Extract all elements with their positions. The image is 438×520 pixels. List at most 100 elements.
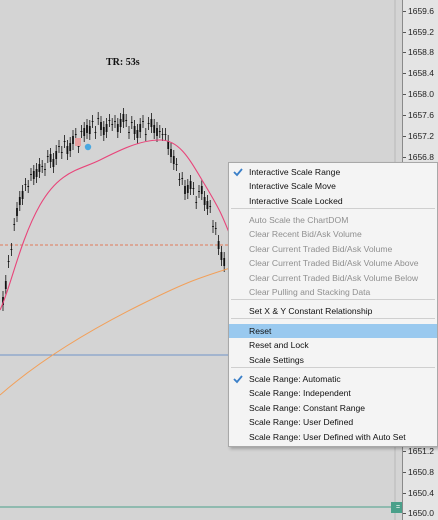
candle-body — [147, 123, 150, 124]
candle-body — [181, 178, 184, 179]
candle-body — [214, 228, 217, 229]
candle-body — [41, 166, 44, 167]
candle-body — [156, 128, 158, 136]
candle-body — [49, 154, 52, 162]
candle-body — [2, 297, 4, 305]
menu-separator — [231, 208, 435, 209]
candle-body — [133, 126, 136, 134]
candle-body — [139, 124, 142, 132]
menu-item-label: Scale Settings — [249, 355, 304, 365]
candle-body — [105, 124, 108, 132]
candle-body — [223, 258, 226, 266]
tick-mark — [403, 493, 406, 494]
menu-item-scale-range-user-defined-with-auto-set[interactable]: Scale Range: User Defined with Auto Set — [229, 430, 437, 444]
candle-body — [38, 164, 41, 172]
candle-body — [77, 146, 80, 147]
tick-label: 1658.4 — [408, 68, 434, 78]
tick-label: 1658.8 — [408, 47, 434, 57]
candle-body — [100, 122, 102, 130]
tick-label: 1650.8 — [408, 467, 434, 477]
candle-body — [178, 179, 181, 180]
candle-body — [189, 181, 192, 189]
candle-body — [44, 169, 46, 170]
menu-item-label: Interactive Scale Move — [249, 181, 336, 191]
candle-body — [170, 149, 172, 157]
menu-item-label: Scale Range: Constant Range — [249, 403, 366, 413]
candle-body — [144, 134, 147, 135]
tick-label: 1659.6 — [408, 6, 434, 16]
menu-item-scale-range-user-defined[interactable]: Scale Range: User Defined — [229, 415, 437, 429]
menu-item-label: Clear Pulling and Stacking Data — [249, 287, 371, 297]
candle-body — [46, 156, 49, 157]
menu-separator — [231, 299, 435, 300]
candle-body — [32, 171, 35, 179]
tick-label: 1659.2 — [408, 27, 434, 37]
candle-body — [86, 125, 88, 133]
menu-item-clear-current-traded-bid-ask-volume: Clear Current Traded Bid/Ask Volume — [229, 242, 437, 256]
candle-body — [206, 201, 209, 209]
candle-body — [114, 121, 116, 122]
menu-item-set-x-y-constant-relationship[interactable]: Set X & Y Constant Relationship — [229, 304, 437, 318]
candle-body — [24, 184, 27, 185]
candle-body — [158, 131, 161, 132]
position-marker — [84, 143, 92, 151]
candle-body — [142, 121, 144, 122]
menu-item-scale-settings[interactable]: Scale Settings — [229, 353, 437, 367]
candle-body — [21, 191, 24, 199]
menu-item-auto-scale-the-chartdom: Auto Scale the ChartDOM — [229, 213, 437, 227]
candle-body — [35, 169, 38, 177]
candle-body — [97, 118, 100, 119]
price-chart[interactable] — [0, 0, 402, 520]
tick-mark — [403, 11, 406, 12]
menu-item-scale-range-independent[interactable]: Scale Range: Independent — [229, 386, 437, 400]
candle-body — [58, 146, 60, 147]
menu-separator — [231, 318, 435, 319]
tick-mark — [403, 32, 406, 33]
candle-body — [116, 124, 119, 132]
tick-label: 1651.2 — [408, 446, 434, 456]
menu-item-label: Scale Range: Independent — [249, 388, 351, 398]
menu-item-interactive-scale-locked[interactable]: Interactive Scale Locked — [229, 194, 437, 208]
tick-mark — [403, 157, 406, 158]
candle-body — [220, 252, 223, 260]
candle-body — [108, 120, 111, 121]
candle-body — [7, 261, 10, 262]
menu-item-reset-and-lock[interactable]: Reset and Lock — [229, 338, 437, 352]
candle-body — [4, 281, 7, 289]
scale-context-menu: Interactive Scale Range Interactive Scale… — [228, 162, 438, 447]
candle-body — [63, 141, 66, 142]
menu-item-label: Reset — [249, 326, 272, 336]
candle-body — [212, 226, 214, 227]
candle-body — [60, 152, 63, 153]
candle-body — [55, 151, 58, 159]
candle-body — [122, 114, 125, 122]
menu-item-reset[interactable]: Reset — [229, 324, 437, 338]
candle-body — [130, 122, 133, 123]
menu-item-interactive-scale-move[interactable]: Interactive Scale Move — [229, 179, 437, 193]
candle-body — [161, 134, 164, 135]
menu-item-clear-current-traded-bid-ask-volume-below: Clear Current Traded Bid/Ask Volume Belo… — [229, 271, 437, 285]
tick-mark — [403, 513, 406, 514]
candle-body — [18, 197, 21, 205]
candle-body — [91, 121, 94, 122]
candle-body — [69, 143, 72, 151]
candle-body — [150, 119, 153, 127]
candle-body — [10, 249, 13, 250]
tick-mark — [403, 136, 406, 137]
menu-item-clear-pulling-and-stacking-data: Clear Pulling and Stacking Data — [229, 285, 437, 299]
menu-item-label: Clear Current Traded Bid/Ask Volume — [249, 244, 393, 254]
menu-item-interactive-scale-range[interactable]: Interactive Scale Range — [229, 165, 437, 179]
candle-body — [200, 186, 203, 194]
checkmark-icon — [233, 168, 243, 177]
candle-body — [88, 126, 91, 134]
menu-item-scale-range-constant-range[interactable]: Scale Range: Constant Range — [229, 401, 437, 415]
candle-body — [136, 130, 139, 138]
candle-body — [83, 128, 86, 136]
menu-item-label: Scale Range: User Defined with Auto Set — [249, 432, 406, 442]
tick-label: 1657.2 — [408, 131, 434, 141]
candle-body — [125, 120, 128, 121]
menu-item-scale-range-automatic[interactable]: Scale Range: Automatic — [229, 372, 437, 386]
menu-item-clear-recent-bid-ask-volume: Clear Recent Bid/Ask Volume — [229, 227, 437, 241]
axis-badge: = — [391, 502, 402, 513]
candle-body — [30, 174, 32, 175]
